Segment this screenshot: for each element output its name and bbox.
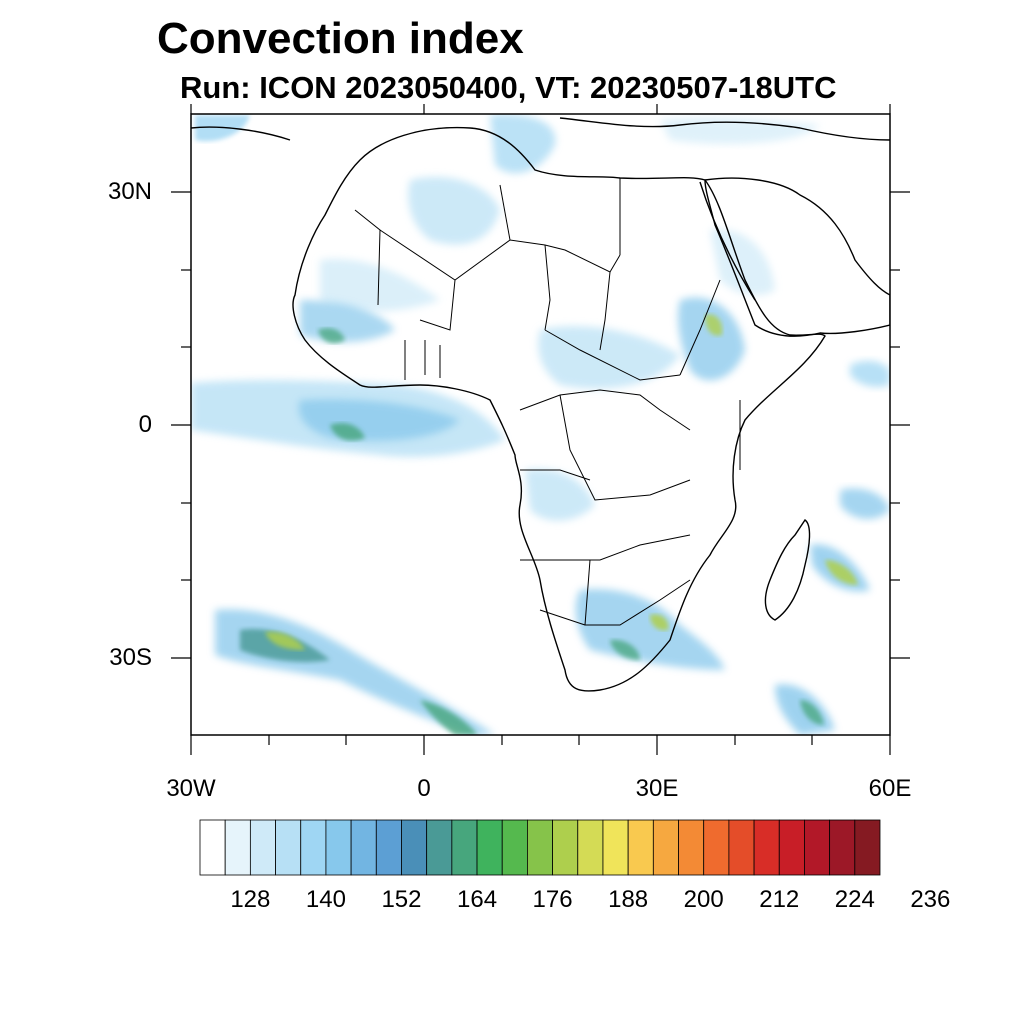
colorbar-swatch: [401, 819, 428, 876]
convection-field: [191, 114, 890, 735]
colorbar-swatch: [804, 819, 831, 876]
lon-label-60e: 60E: [868, 775, 912, 802]
colorbar-swatch: [224, 819, 251, 876]
colorbar-label: 164: [457, 886, 498, 913]
colorbar-swatch: [552, 819, 579, 876]
colorbar: [199, 819, 881, 876]
colorbar-swatch: [249, 819, 276, 876]
coastlines: [191, 117, 890, 692]
colorbar-swatch: [275, 819, 302, 876]
colorbar-swatch: [501, 819, 528, 876]
country-borders: [354, 178, 741, 626]
colorbar-swatch: [703, 819, 730, 876]
map-title: Convection index: [157, 14, 524, 63]
colorbar-label: 236: [910, 886, 951, 913]
colorbar-swatch: [753, 819, 780, 876]
lon-label-30w: 30W: [166, 775, 216, 802]
colorbar-swatch: [678, 819, 705, 876]
colorbar-swatch: [300, 819, 327, 876]
colorbar-label: 152: [381, 886, 422, 913]
colorbar-swatch: [199, 819, 226, 876]
colorbar-swatch: [854, 819, 881, 876]
colorbar-swatch: [375, 819, 402, 876]
colorbar-swatch: [728, 819, 755, 876]
colorbar-swatch: [577, 819, 604, 876]
colorbar-label: 224: [834, 886, 875, 913]
colorbar-label: 140: [305, 886, 346, 913]
colorbar-swatch: [602, 819, 629, 876]
colorbar-swatch: [527, 819, 553, 876]
colorbar-swatch: [325, 819, 352, 876]
axis-ticks: [171, 104, 910, 755]
colorbar-swatch: [652, 819, 679, 876]
colorbar-swatch: [476, 819, 503, 876]
colorbar-swatch: [350, 819, 377, 876]
colorbar-label: 128: [230, 886, 271, 913]
lat-label-30s: 30S: [109, 644, 152, 671]
lat-label-0: 0: [138, 411, 152, 438]
colorbar-label: 212: [759, 886, 800, 913]
colorbar-swatch: [778, 819, 805, 876]
colorbar-label: 176: [532, 886, 573, 913]
colorbar-swatch: [426, 819, 453, 876]
colorbar-label: 200: [683, 886, 724, 913]
colorbar-swatch: [829, 819, 856, 876]
lon-label-0: 0: [417, 775, 431, 802]
colorbar-label: 188: [608, 886, 649, 913]
colorbar-swatch: [451, 819, 478, 876]
lon-label-30e: 30E: [635, 775, 679, 802]
lat-label-30n: 30N: [107, 178, 152, 205]
colorbar-swatch: [627, 819, 654, 876]
map-subtitle: Run: ICON 2023050400, VT: 20230507-18UTC: [180, 70, 837, 105]
